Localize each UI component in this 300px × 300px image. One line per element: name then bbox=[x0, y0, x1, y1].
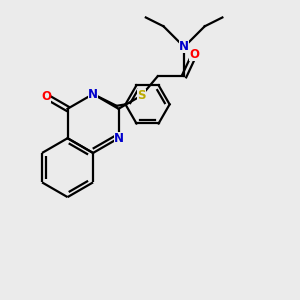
Text: N: N bbox=[179, 40, 189, 53]
Text: O: O bbox=[189, 48, 200, 61]
Text: N: N bbox=[88, 88, 98, 100]
Text: S: S bbox=[137, 89, 146, 102]
Text: O: O bbox=[41, 90, 51, 103]
Text: N: N bbox=[114, 132, 124, 145]
